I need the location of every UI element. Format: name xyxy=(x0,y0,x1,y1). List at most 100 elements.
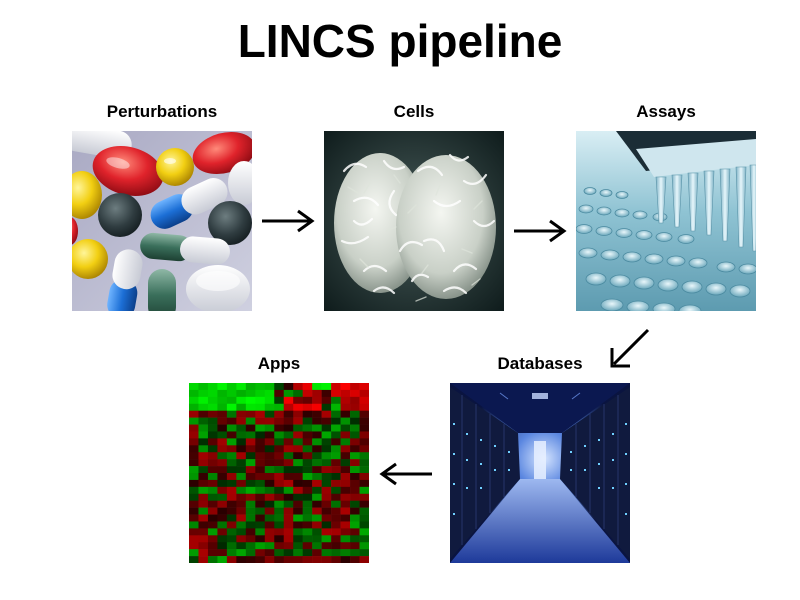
heatmap-cell xyxy=(302,507,313,515)
heatmap-cell xyxy=(264,445,275,453)
heatmap-cell xyxy=(217,445,228,453)
heatmap-cell xyxy=(198,479,209,488)
heatmap-cell xyxy=(245,452,256,460)
heatmap-cell xyxy=(207,500,218,508)
heatmap-cell xyxy=(217,473,228,481)
arrow-right-icon xyxy=(262,209,315,233)
heatmap-cell xyxy=(331,542,341,550)
heatmap-cell xyxy=(274,438,285,446)
heatmap-cell xyxy=(359,431,369,439)
heatmap-cell xyxy=(198,403,209,411)
heatmap-cell xyxy=(350,383,360,391)
heatmap-cell xyxy=(264,493,275,501)
heatmap-cell xyxy=(255,410,266,418)
heatmap-cell xyxy=(226,556,237,563)
heatmap-cell xyxy=(217,452,228,460)
heatmap-cell xyxy=(198,424,209,432)
heatmap-cell xyxy=(312,514,322,522)
arrow-down-left-icon xyxy=(610,328,650,368)
heatmap-cell xyxy=(274,466,285,474)
heatmap-cell xyxy=(217,431,228,439)
heatmap-cell xyxy=(274,396,285,405)
heatmap-cell xyxy=(274,431,285,439)
heatmap-cell xyxy=(283,417,294,425)
heatmap-cell xyxy=(283,431,294,439)
heatmap-cell xyxy=(255,493,266,501)
heatmap-cell xyxy=(283,500,294,508)
heatmap-cell xyxy=(189,542,199,550)
heatmap-cell xyxy=(321,486,332,495)
heatmap-cell xyxy=(217,500,228,508)
heatmap-cell xyxy=(245,473,256,481)
heatmap-cell xyxy=(350,500,360,508)
heatmap-cell xyxy=(217,479,228,488)
heatmap-cell xyxy=(274,389,285,398)
heatmap-cell xyxy=(226,459,237,467)
databases-label: Databases xyxy=(497,354,583,373)
heatmap-cell xyxy=(340,438,351,446)
heatmap-cell xyxy=(350,389,360,398)
heatmap-cell xyxy=(255,383,266,391)
heatmap-cell xyxy=(198,410,209,418)
heatmap-cell xyxy=(189,486,199,495)
heatmap-cell xyxy=(245,459,256,467)
heatmap-cell xyxy=(226,403,237,411)
heatmap-cell xyxy=(312,410,322,418)
heatmap-cell xyxy=(302,493,313,501)
heatmap-cell xyxy=(245,403,256,411)
heatmap-cell xyxy=(302,459,313,467)
heatmap-cell xyxy=(198,493,209,501)
heatmap-cell xyxy=(217,410,228,418)
heatmap-cell xyxy=(302,556,313,563)
heatmap-cell xyxy=(245,431,256,439)
heatmap-cell xyxy=(264,542,275,550)
heatmap-cell xyxy=(293,452,303,460)
heatmap-cell xyxy=(189,473,199,481)
heatmap-cell xyxy=(207,549,218,557)
heatmap-cell xyxy=(302,535,313,543)
heatmap-cell xyxy=(331,473,341,481)
heatmap-cell xyxy=(274,473,285,481)
heatmap-cell xyxy=(255,417,266,425)
heatmap-cell xyxy=(264,528,275,536)
heatmap-cell xyxy=(312,507,322,515)
heatmap-cell xyxy=(331,500,341,508)
heatmap-cell xyxy=(226,514,237,522)
heatmap-cell xyxy=(236,473,247,481)
heatmap-cell xyxy=(321,514,332,522)
heatmap-cell xyxy=(236,466,247,474)
heatmap-cell xyxy=(359,459,369,467)
heatmap-cell xyxy=(264,389,275,398)
heatmap-cell xyxy=(255,452,266,460)
heatmap-cell xyxy=(264,466,275,474)
heatmap-cell xyxy=(302,500,313,508)
heatmap-cell xyxy=(302,466,313,474)
heatmap-cell xyxy=(189,459,199,467)
heatmap-cell xyxy=(321,473,332,481)
heatmap-cell xyxy=(245,528,256,536)
heatmap-cell xyxy=(359,417,369,425)
heatmap-cell xyxy=(340,507,351,515)
heatmap-cell xyxy=(264,535,275,543)
heatmap-cell xyxy=(189,535,199,543)
heatmap-cell xyxy=(331,389,341,398)
heatmap-cell xyxy=(207,535,218,543)
heatmap-cell xyxy=(236,424,247,432)
heatmap-cell xyxy=(340,542,351,550)
heatmap-cell xyxy=(302,528,313,536)
heatmap-cell xyxy=(340,424,351,432)
heatmap-cell xyxy=(264,500,275,508)
heatmap-cell xyxy=(302,431,313,439)
heatmap-cell xyxy=(340,431,351,439)
heatmap-cell xyxy=(321,403,332,411)
heatmap-cell xyxy=(312,459,322,467)
heatmap-cell xyxy=(321,438,332,446)
heatmap-cell xyxy=(359,466,369,474)
heatmap-cell xyxy=(321,410,332,418)
heatmap-cell xyxy=(274,459,285,467)
heatmap-cell xyxy=(236,438,247,446)
heatmap-cell xyxy=(245,549,256,557)
heatmap-cell xyxy=(245,486,256,495)
heatmap-cell xyxy=(312,493,322,501)
heatmap-cell xyxy=(255,466,266,474)
